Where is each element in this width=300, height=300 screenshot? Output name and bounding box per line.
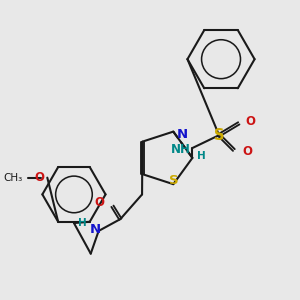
Text: CH₃: CH₃: [3, 172, 22, 183]
Text: H: H: [197, 151, 206, 161]
Text: S: S: [169, 174, 179, 187]
Text: N: N: [176, 128, 188, 141]
Text: S: S: [214, 128, 224, 143]
Text: O: O: [246, 115, 256, 128]
Text: H: H: [78, 218, 87, 228]
Text: O: O: [94, 196, 105, 209]
Text: O: O: [34, 171, 44, 184]
Text: NH: NH: [171, 142, 190, 155]
Text: N: N: [89, 224, 100, 236]
Text: O: O: [243, 146, 253, 158]
